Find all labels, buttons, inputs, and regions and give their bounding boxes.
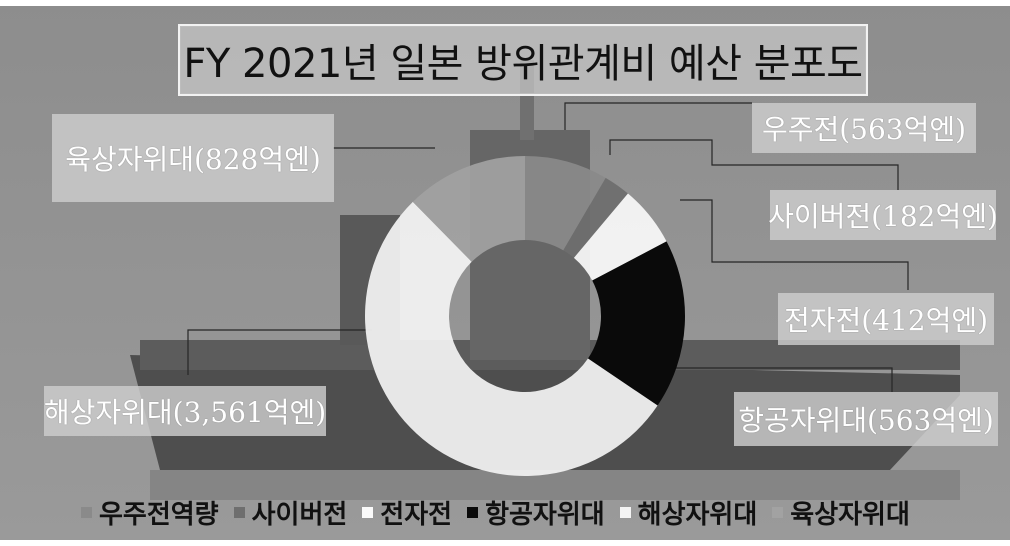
leader-line-space [564, 102, 752, 130]
legend-swatch-space [80, 505, 93, 519]
legend-item-gsdf: 육상자위대 [771, 494, 910, 531]
label-gsdf: 육상자위대(828억엔) [52, 114, 334, 202]
label-cyber-text: 사이버전(182억엔) [768, 200, 998, 233]
legend-label-gsdf: 육상자위대 [790, 499, 910, 530]
legend-label-space: 우주전역량 [99, 499, 219, 530]
legend-item-space: 우주전역량 [80, 494, 219, 531]
chart-title: FY 2021년 일본 방위관계비 예산 분포도 [178, 24, 868, 96]
legend-swatch-gsdf [771, 505, 785, 519]
leader-line-msdf [187, 329, 372, 375]
legend: 우주전역량 사이버전 전자전 항공자위대 해상자위대 육상자위대 [80, 492, 1000, 532]
legend-label-msdf: 해상자위대 [637, 499, 758, 530]
label-asdf-text: 항공자위대(563억엔) [738, 404, 994, 437]
slice-msdf [365, 201, 658, 476]
legend-swatch-cyber [232, 505, 246, 519]
label-space: 우주전(563억엔) [752, 103, 976, 153]
legend-swatch-ew [361, 505, 375, 519]
slice-gsdf [412, 156, 525, 262]
label-asdf: 항공자위대(563억엔) [734, 392, 998, 446]
legend-swatch-msdf [618, 505, 632, 519]
label-ew-text: 전자전(412억엔) [783, 304, 989, 337]
legend-item-cyber: 사이버전 [232, 494, 348, 531]
legend-swatch-asdf [466, 505, 480, 519]
slice-asdf [587, 241, 685, 406]
label-space-text: 우주전(563억엔) [761, 113, 967, 146]
legend-label-asdf: 항공자위대 [485, 499, 605, 530]
label-ew: 전자전(412억엔) [778, 293, 994, 345]
leader-lines [187, 102, 909, 392]
label-msdf: 해상자위대(3,561억엔) [44, 386, 326, 436]
legend-label-cyber: 사이버전 [251, 499, 348, 530]
slice-cyber [563, 177, 628, 258]
legend-item-asdf: 항공자위대 [466, 494, 605, 531]
leader-line-air [660, 367, 893, 392]
legend-item-msdf: 해상자위대 [618, 494, 758, 531]
leader-line-cyber [609, 139, 899, 190]
legend-label-ew: 전자전 [380, 499, 453, 530]
label-gsdf-text: 육상자위대(828억엔) [65, 143, 321, 176]
slice-space [525, 156, 606, 251]
donut-slices [365, 156, 685, 476]
legend-item-ew: 전자전 [361, 494, 452, 531]
label-msdf-text: 해상자위대(3,561억엔) [43, 396, 327, 429]
label-cyber: 사이버전(182억엔) [768, 190, 998, 240]
leader-line-ew [680, 199, 909, 290]
slice-ew [573, 193, 667, 281]
